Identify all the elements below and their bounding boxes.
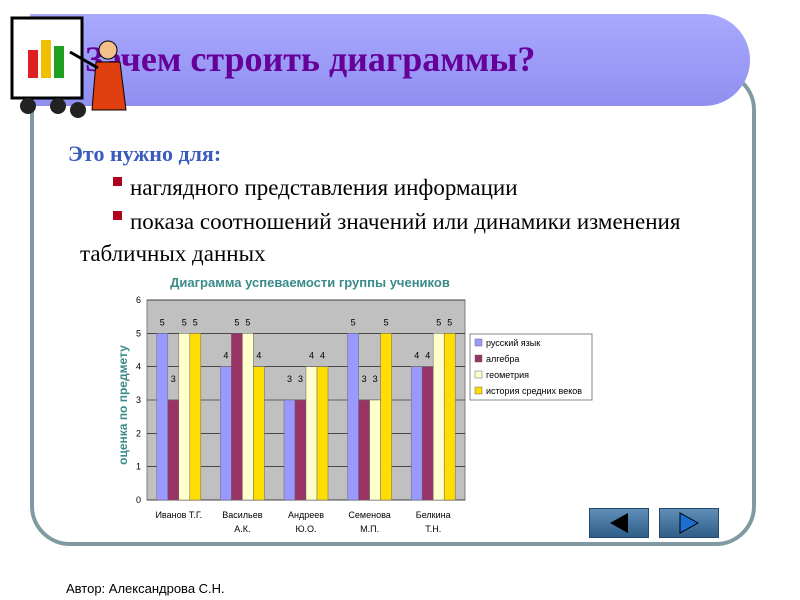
bar: [316, 366, 329, 501]
bar: [242, 333, 254, 501]
x-tick-label: А.К.: [234, 524, 250, 534]
bar: [380, 333, 392, 501]
bar: [347, 333, 359, 501]
prev-button[interactable]: [589, 508, 649, 538]
x-tick-label: Т.Н.: [425, 524, 441, 534]
data-label: 5: [182, 317, 187, 327]
bar: [369, 399, 381, 501]
bar: [358, 399, 370, 501]
data-label: 3: [287, 374, 292, 384]
legend-swatch: [474, 370, 483, 379]
legend: [469, 333, 593, 401]
data-label: 5: [447, 317, 452, 327]
data-label: 5: [234, 317, 239, 327]
bullet: показа соотношений значений или динамики…: [80, 206, 730, 270]
data-label: 3: [362, 374, 367, 384]
y-tick-label: 0: [136, 495, 141, 505]
y-tick-label: 4: [136, 362, 141, 372]
bar: [231, 333, 243, 501]
data-label: 5: [351, 317, 356, 327]
y-axis-label: оценка по предмету: [116, 345, 130, 465]
data-label: 5: [160, 317, 165, 327]
author: Автор: Александрова С.Н.: [66, 581, 225, 596]
bar: [443, 333, 456, 501]
teacher-icon: [10, 16, 127, 118]
x-tick-label: Иванов Т.Г.: [155, 510, 202, 520]
data-label: 5: [436, 317, 441, 327]
legend-label: русский язык: [486, 338, 540, 348]
legend-label: история средних веков: [486, 386, 582, 396]
y-tick-label: 6: [136, 295, 141, 305]
bar: [220, 366, 232, 501]
bar: [432, 333, 445, 501]
y-tick-label: 1: [136, 462, 141, 472]
bar: [283, 399, 296, 501]
bar: [410, 366, 423, 501]
x-tick-label: Семенова: [348, 510, 390, 520]
bar: [253, 366, 265, 501]
bar: [156, 333, 169, 501]
x-tick-label: Белкина: [416, 510, 451, 520]
data-label: 4: [320, 351, 325, 361]
data-label: 3: [171, 374, 176, 384]
bar: [189, 333, 202, 501]
next-button[interactable]: [659, 508, 719, 538]
legend-swatch: [474, 338, 483, 347]
x-tick-label: Андреев: [288, 510, 324, 520]
x-tick-label: Ю.О.: [295, 524, 316, 534]
intro: Это нужно для:: [68, 141, 222, 166]
y-tick-label: 5: [136, 328, 141, 338]
data-label: 4: [309, 351, 314, 361]
bar: [178, 333, 191, 501]
bar: [167, 399, 180, 501]
bullet: наглядного представления информации: [80, 172, 730, 204]
legend-label: алгебра: [486, 354, 519, 364]
title-bar: [30, 14, 750, 106]
data-label: 4: [223, 351, 228, 361]
x-tick-label: Васильев: [222, 510, 262, 520]
bar: [294, 399, 307, 501]
bar: [421, 366, 434, 501]
data-label: 5: [193, 317, 198, 327]
slide-title: Зачем строить диаграммы?: [85, 39, 536, 79]
y-tick-label: 3: [136, 395, 141, 405]
chart-title: Диаграмма успеваемости группы учеников: [170, 275, 450, 290]
legend-swatch: [474, 386, 483, 395]
y-tick-label: 2: [136, 428, 141, 438]
data-label: 5: [245, 317, 250, 327]
data-label: 5: [384, 317, 389, 327]
bar: [305, 366, 318, 501]
data-label: 4: [414, 351, 419, 361]
data-label: 4: [256, 351, 261, 361]
legend-label: геометрия: [486, 370, 529, 380]
data-label: 3: [298, 374, 303, 384]
data-label: 4: [425, 351, 430, 361]
data-label: 3: [373, 374, 378, 384]
x-tick-label: М.П.: [360, 524, 379, 534]
chart: Диаграмма успеваемости группы учеников оц…: [116, 275, 593, 534]
legend-swatch: [474, 354, 483, 363]
